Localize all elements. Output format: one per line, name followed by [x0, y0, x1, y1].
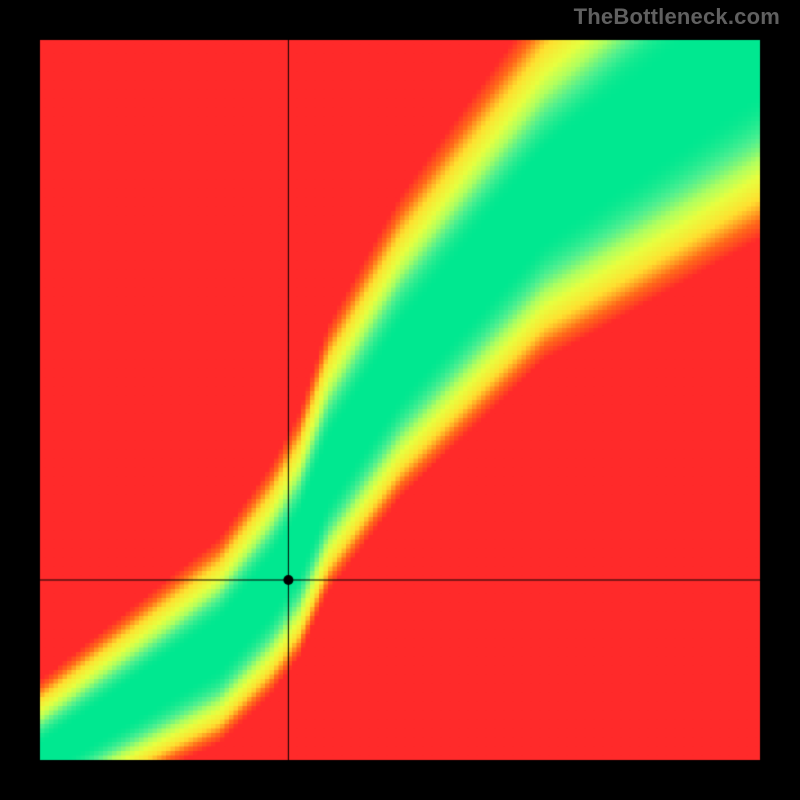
- attribution-label: TheBottleneck.com: [574, 4, 780, 30]
- heatmap-canvas: [0, 0, 800, 800]
- chart-container: { "meta": { "attribution_text": "TheBott…: [0, 0, 800, 800]
